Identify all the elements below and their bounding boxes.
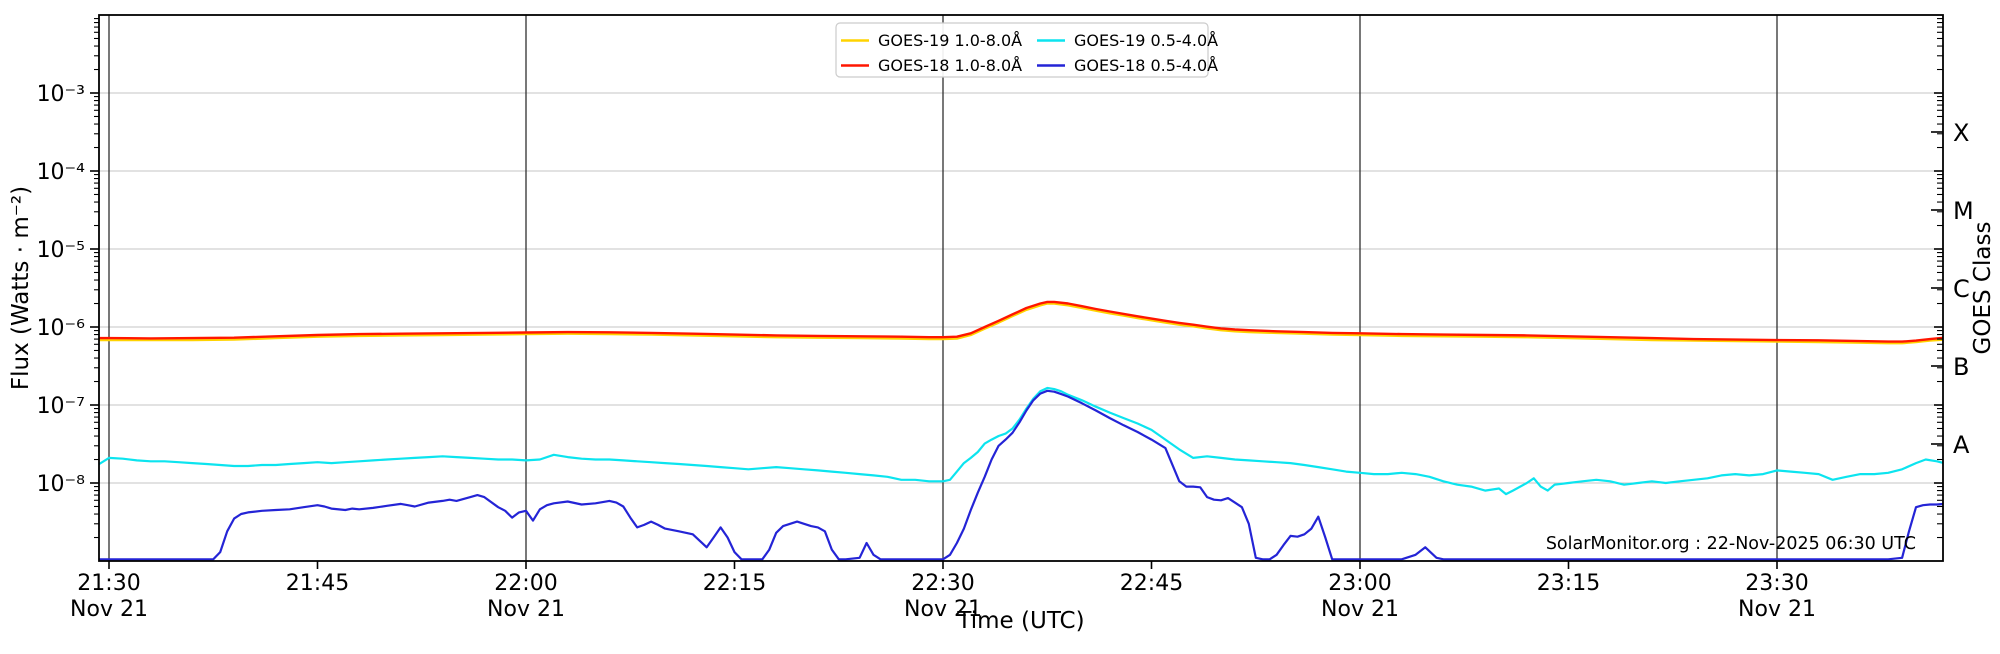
x-tick-date-label: Nov 21 <box>70 597 148 622</box>
x-tick-label: 22:15 <box>703 571 766 596</box>
goes-class-label: A <box>1953 431 1970 459</box>
y-axis-title: Flux (Watts · m⁻²) <box>8 186 34 390</box>
legend-item-goes-18-0-5-4-0: GOES-18 0.5-4.0Å <box>1037 56 1218 75</box>
plot-border <box>98 14 1944 562</box>
goes-class-label: X <box>1953 119 1969 147</box>
series-line-goes-19-0-5-4-0 <box>99 386 1943 496</box>
series-line-goes-18-1-0-8-0 <box>99 300 1943 343</box>
x-tick-date-label: Nov 21 <box>1738 597 1816 622</box>
y-tick-label: 10⁻⁴ <box>37 160 86 185</box>
series-line-goes-19-1-0-8-0 <box>99 302 1943 345</box>
x-tick-label: 22:45 <box>1120 571 1183 596</box>
x-tick-label: 23:00 <box>1328 571 1391 596</box>
legend-label: GOES-18 1.0-8.0Å <box>878 56 1022 75</box>
x-tick-date-label: Nov 21 <box>1321 597 1399 622</box>
legend-label: GOES-18 0.5-4.0Å <box>1074 56 1218 75</box>
legend-item-goes-19-1-0-8-0: GOES-19 1.0-8.0Å <box>841 31 1022 50</box>
x-tick-label: 23:30 <box>1745 571 1808 596</box>
legend-item-goes-18-1-0-8-0: GOES-18 1.0-8.0Å <box>841 56 1022 75</box>
y-tick-label: 10⁻³ <box>37 82 85 107</box>
legend-label: GOES-19 0.5-4.0Å <box>1074 31 1218 50</box>
right-axis-title: GOES Class <box>1970 222 1996 355</box>
x-tick-label: 21:45 <box>286 571 349 596</box>
x-tick-date-label: Nov 21 <box>904 597 982 622</box>
x-tick-label: 21:30 <box>77 571 140 596</box>
y-tick-label: 10⁻⁷ <box>37 394 85 419</box>
x-tick-label: 23:15 <box>1537 571 1600 596</box>
x-tick-label: 22:30 <box>911 571 974 596</box>
legend-label: GOES-19 1.0-8.0Å <box>878 31 1022 50</box>
x-tick-date-label: Nov 21 <box>487 597 565 622</box>
legend-item-goes-19-0-5-4-0: GOES-19 0.5-4.0Å <box>1037 31 1218 50</box>
x-tick-label: 22:00 <box>494 571 557 596</box>
y-tick-label: 10⁻⁵ <box>37 238 85 263</box>
y-tick-label: 10⁻⁸ <box>37 472 86 497</box>
x-axis-title: Time (UTC) <box>956 608 1084 634</box>
goes-class-label: B <box>1953 353 1969 381</box>
goes-class-label: C <box>1953 275 1970 303</box>
legend-box <box>835 22 1209 78</box>
y-tick-label: 10⁻⁶ <box>37 316 86 341</box>
series-line-goes-18-0-5-4-0 <box>99 389 1943 561</box>
watermark: SolarMonitor.org : 22-Nov-2025 06:30 UTC <box>1546 534 1916 554</box>
goes-class-label: M <box>1953 197 1974 225</box>
